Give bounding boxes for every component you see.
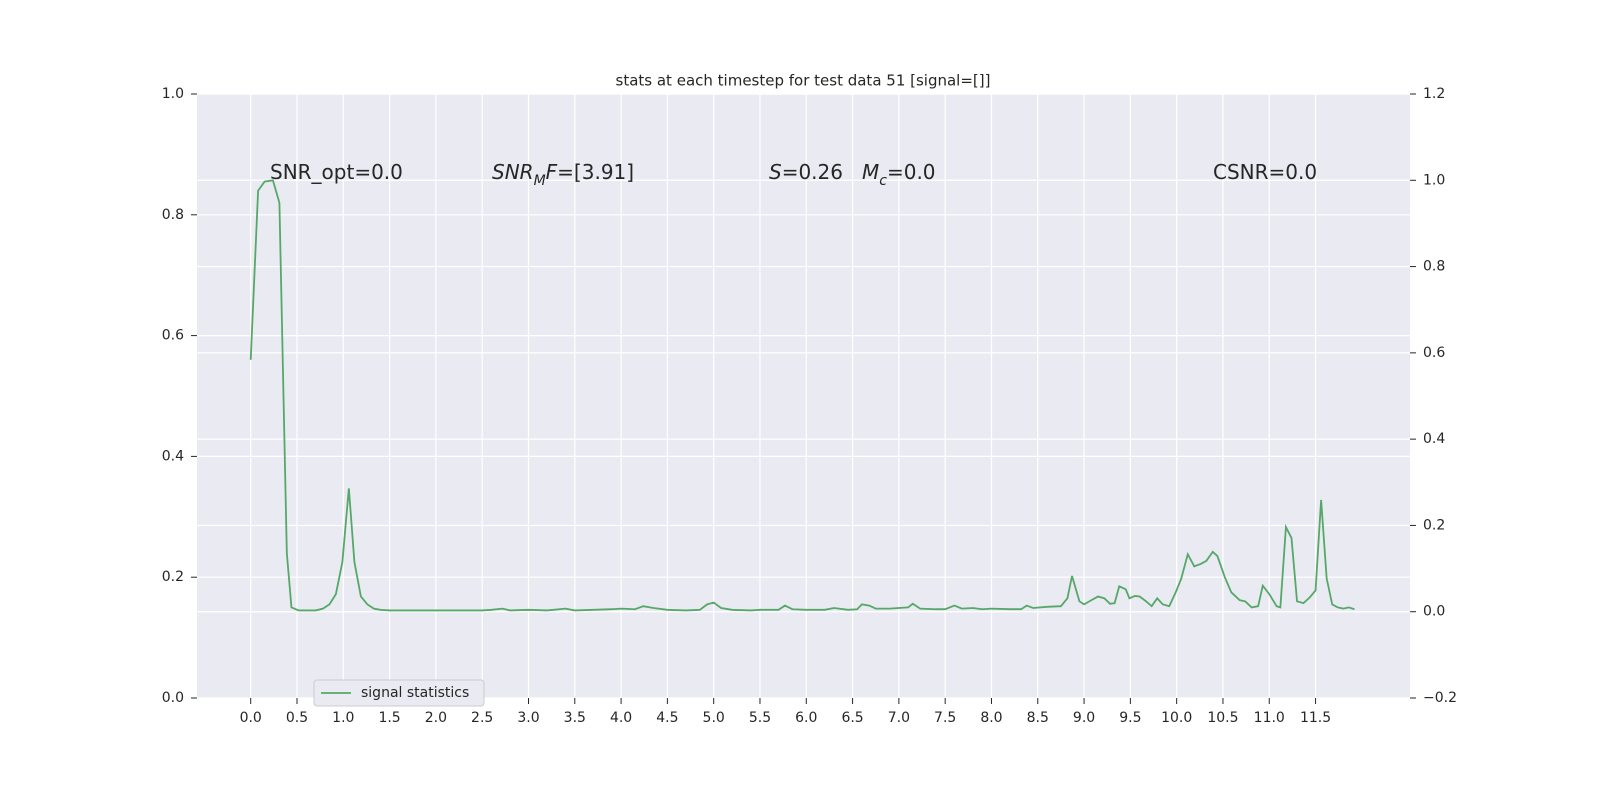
y2-tick-label: 0.8 [1423,259,1445,275]
grid [197,93,1410,699]
plot-area [197,94,1410,698]
x-tick-label: 1.0 [332,710,354,726]
y-tick-label: 0.4 [162,448,184,464]
annotation-part: c [879,173,887,189]
annotation-part: SNR [492,160,534,184]
x-tick-label: 4.5 [656,710,678,726]
y-tick-label: 0.6 [162,328,184,344]
x-tick-label: 5.0 [703,710,725,726]
x-tick-label: 6.5 [841,710,863,726]
legend-box [313,679,485,707]
chart-title: stats at each timestep for test data 51 … [616,72,991,90]
x-tick-label: 3.0 [517,710,539,726]
annotation-part: =[3.91] [557,160,634,184]
annotation-part: =0.26 [782,160,843,184]
y2-tick-label: 1.0 [1423,172,1445,188]
y2-tick-label: 0.0 [1423,604,1445,620]
x-tick-label: 6.0 [795,710,817,726]
annotation: CSNR=0.0 [1213,160,1317,184]
x-tick-label: 5.5 [749,710,771,726]
y-tick-label: 0.2 [162,569,184,585]
x-tick-label: 1.5 [378,710,400,726]
x-tick-label: 11.5 [1300,710,1331,726]
x-tick-label: 0.0 [240,710,262,726]
y-tick-label: 0.0 [162,690,184,706]
x-tick-label: 2.0 [425,710,447,726]
x-tick-label: 0.5 [286,710,308,726]
annotation: SNR_opt=0.0 [270,160,403,184]
x-tick-label: 8.5 [1027,710,1049,726]
x-tick-label: 11.0 [1254,710,1285,726]
x-tick-label: 9.0 [1073,710,1095,726]
annotation-part: M [534,173,546,189]
y2-tick-label: 0.2 [1423,517,1445,533]
y2-tick-label: 0.6 [1423,345,1445,361]
x-tick-label: 9.5 [1119,710,1141,726]
x-tick-label: 7.5 [934,710,956,726]
annotation-part: S [769,160,782,184]
annotation-part: F [546,160,558,184]
x-tick-label: 8.0 [980,710,1002,726]
y-tick-label: 0.8 [162,207,184,223]
x-tick-label: 4.0 [610,710,632,726]
y2-tick-label: 1.2 [1423,86,1445,102]
x-tick-label: 10.5 [1207,710,1238,726]
x-tick-label: 3.5 [564,710,586,726]
annotation-part: M [862,160,879,184]
data-line [249,179,1355,612]
annotation-part: SNR_opt=0.0 [270,160,403,184]
y2-tick-label: −0.2 [1423,690,1457,706]
y-tick-label: 1.0 [162,86,184,102]
annotation: Mc=0.0 [862,160,936,190]
x-tick-label: 2.5 [471,710,493,726]
annotation: SNRMF=[3.91] [492,160,634,190]
y2-tick-label: 0.4 [1423,431,1445,447]
x-tick-label: 10.0 [1161,710,1192,726]
annotation-part: =0.0 [887,160,936,184]
x-tick-label: 7.0 [888,710,910,726]
annotation-part: CSNR=0.0 [1213,160,1317,184]
annotation: S=0.26 [769,160,843,184]
legend-label: signal statistics [361,685,469,701]
